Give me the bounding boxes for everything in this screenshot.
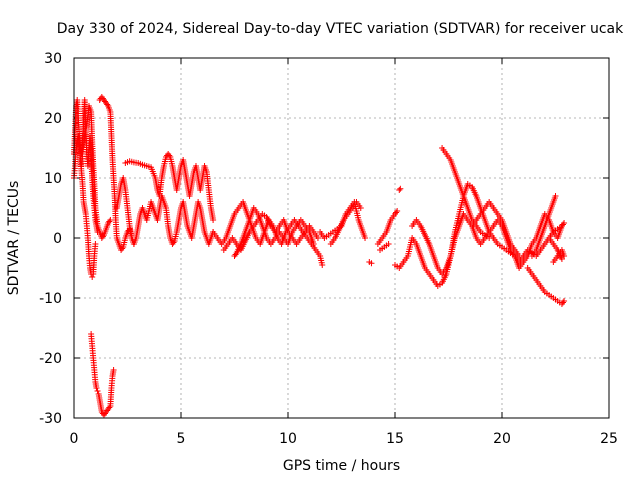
x-tick-label: 25 (600, 431, 618, 447)
x-tick-label: 10 (279, 431, 297, 447)
grid-lines (74, 58, 609, 418)
y-tick-label: -20 (39, 351, 62, 367)
data-point (310, 241, 317, 247)
data-points (71, 94, 568, 418)
y-tick-label: -30 (39, 411, 62, 427)
y-tick-label: 30 (44, 51, 62, 67)
data-point (397, 185, 404, 192)
data-point (552, 193, 559, 199)
x-tick-label: 15 (386, 431, 404, 447)
data-point (394, 208, 401, 214)
data-point (561, 253, 568, 259)
data-point (210, 217, 217, 223)
data-point (92, 241, 99, 247)
data-point (89, 274, 96, 280)
y-tick-label: -10 (39, 291, 62, 307)
data-point (385, 241, 392, 247)
data-point (357, 205, 364, 211)
data-point (107, 217, 114, 223)
chart-title: Day 330 of 2024, Sidereal Day-to-day VTE… (57, 21, 624, 37)
data-point (368, 260, 375, 267)
y-axis-label: SDTVAR / TECUs (6, 181, 22, 296)
x-axis-label: GPS time / hours (283, 458, 400, 474)
data-point (94, 388, 101, 394)
data-point (130, 241, 137, 247)
data-point (516, 253, 523, 259)
x-tick-label: 20 (493, 431, 511, 447)
y-tick-label: 20 (44, 111, 62, 127)
tick-labels: 0 5 10 15 20 25 -30 -20 -10 0 10 20 30 (39, 51, 618, 447)
data-point (314, 235, 321, 241)
y-tick-label: 10 (44, 171, 62, 187)
data-point (319, 262, 326, 268)
data-point (561, 220, 568, 226)
plot-frame (73, 57, 610, 419)
x-tick-label: 5 (177, 431, 186, 447)
data-point (559, 299, 566, 306)
x-tick-label: 0 (70, 431, 79, 447)
data-point (93, 385, 100, 391)
data-point (486, 235, 493, 241)
data-point (396, 187, 403, 193)
data-point (561, 298, 568, 304)
data-point (110, 367, 117, 373)
y-tick-label: 0 (53, 231, 62, 247)
data-point (362, 235, 369, 241)
